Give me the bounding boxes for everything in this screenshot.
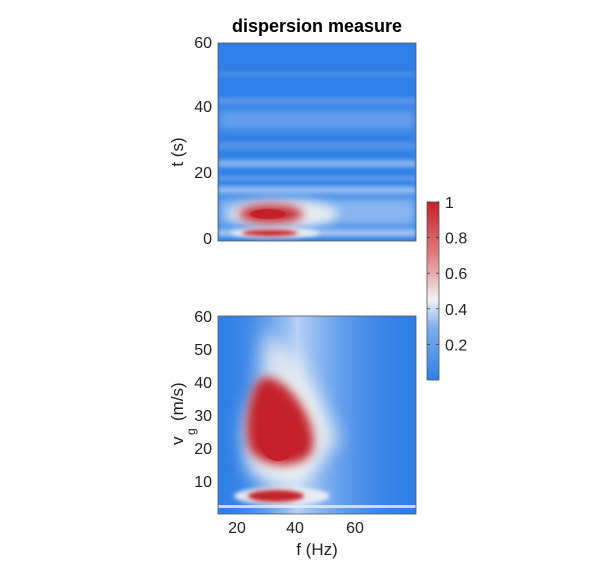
- bottom-heatmap-frame: [217, 315, 417, 515]
- bottom-ylabel-v: v: [168, 436, 187, 445]
- colorbar-tick-label: 0.6: [445, 266, 467, 283]
- colorbar-tick-label: 0.4: [445, 302, 467, 319]
- chart-title: dispersion measure: [232, 16, 402, 36]
- xlabel: f (Hz): [296, 540, 338, 559]
- bottom-ytick-10: 10: [194, 474, 212, 491]
- bottom-ytick-60: 60: [194, 309, 212, 326]
- colorbar-ticks: 0.2 0.4 0.6 0.8 1: [427, 195, 467, 354]
- bottom-ylabel-unit: (m/s): [168, 382, 187, 421]
- colorbar-tick-label: 0.2: [445, 337, 467, 354]
- colorbar: 0.2 0.4 0.6 0.8 1: [426, 195, 467, 381]
- top-ytick-60: 60: [194, 35, 212, 52]
- colorbar-gradient: [426, 201, 440, 381]
- top-y-ticks: 0 20 40 60: [194, 35, 212, 248]
- bottom-hotspot-upper-core: [258, 413, 298, 461]
- xtick-20: 20: [228, 520, 246, 537]
- xtick-60: 60: [346, 520, 364, 537]
- top-ytick-0: 0: [203, 231, 212, 248]
- bottom-ytick-20: 20: [194, 441, 212, 458]
- top-ytick-40: 40: [194, 99, 212, 116]
- bottom-hotspot-lower: [248, 490, 304, 502]
- bottom-ylabel: v g (m/s): [168, 382, 198, 445]
- bottom-ytick-40: 40: [194, 375, 212, 392]
- colorbar-tick-label: 0.8: [445, 231, 467, 248]
- top-hotspot-upper-core: [250, 209, 286, 219]
- bottom-y-ticks: 10 20 30 40 50 60: [194, 309, 212, 491]
- bottom-x-ticks: 20 40 60: [228, 520, 364, 537]
- top-heatmap-texture: [218, 72, 416, 238]
- top-heatmap-frame: [217, 42, 417, 242]
- bottom-heatmap-texture: [218, 316, 416, 514]
- top-ylabel: t (s): [168, 137, 187, 166]
- xtick-40: 40: [286, 520, 304, 537]
- colorbar-tick-label: 1: [445, 195, 454, 212]
- top-heatmap: [217, 42, 417, 242]
- top-hotspot-lower: [242, 229, 298, 237]
- bottom-ylabel-subscript: g: [184, 428, 198, 435]
- top-ytick-20: 20: [194, 165, 212, 182]
- bottom-heatmap: [217, 315, 417, 515]
- bottom-ytick-50: 50: [194, 342, 212, 359]
- bottom-ytick-30: 30: [194, 408, 212, 425]
